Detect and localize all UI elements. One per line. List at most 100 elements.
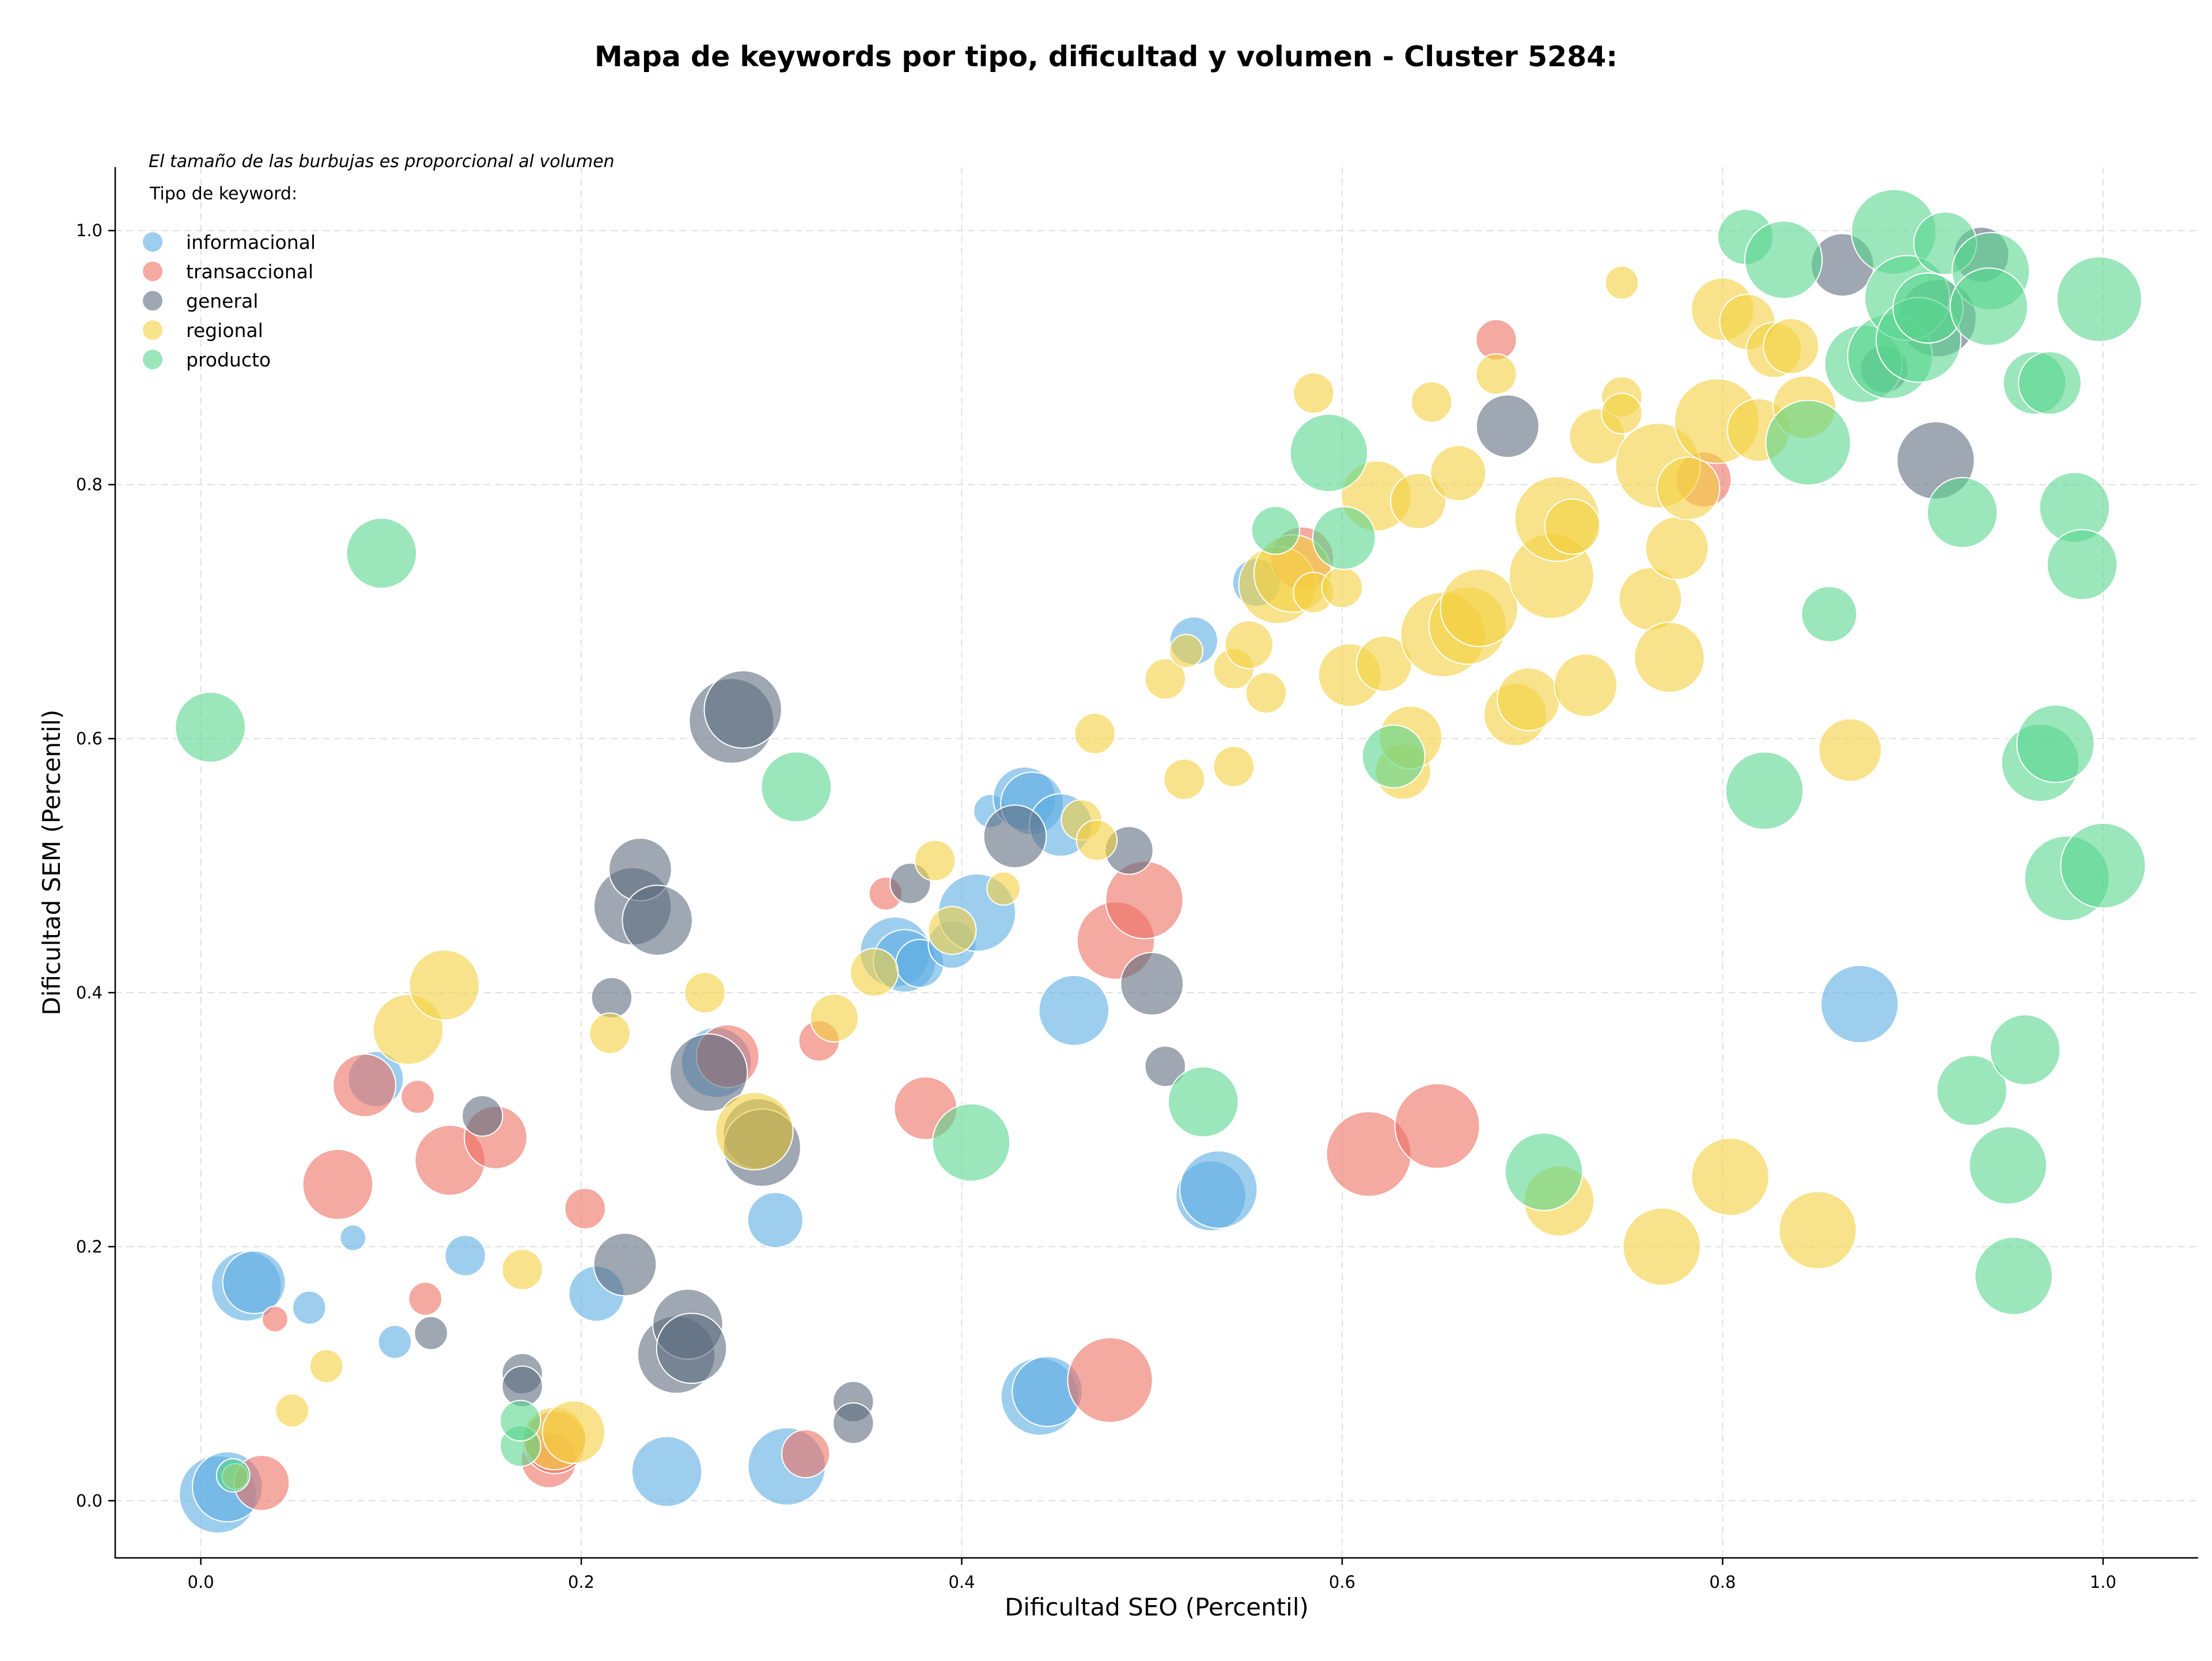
bubble-producto <box>2018 351 2082 415</box>
bubble-regional <box>1656 456 1721 521</box>
bubble-general <box>983 804 1047 869</box>
bubble-informacional <box>1820 964 1899 1044</box>
bubble-producto <box>1765 399 1851 486</box>
bubble-transaccional <box>564 1187 606 1229</box>
legend-marker-general <box>143 291 162 311</box>
bubble-producto <box>175 691 246 763</box>
bubble-producto <box>499 1399 541 1442</box>
bubble-producto <box>1289 413 1369 493</box>
legend-label-transaccional: transaccional <box>186 260 313 283</box>
bubble-regional <box>1144 658 1187 700</box>
x-tick-label: 0.6 <box>1329 1572 1355 1592</box>
bubble-regional <box>1601 392 1643 434</box>
bubble-regional <box>1475 353 1517 395</box>
bubble-producto <box>1504 1132 1584 1212</box>
bubble-regional <box>541 1400 606 1465</box>
bubble-producto <box>1168 1066 1239 1138</box>
bubble-regional <box>986 871 1021 906</box>
bubble-informacional <box>222 1250 286 1315</box>
x-tick-label: 0.0 <box>188 1572 214 1592</box>
bubble-producto <box>1936 1054 2008 1126</box>
bubble-regional <box>1321 566 1363 608</box>
bubble-general <box>832 1402 874 1444</box>
y-tick-label: 0.8 <box>76 475 103 494</box>
legend-label-regional: regional <box>186 319 263 342</box>
legend-label-producto: producto <box>186 349 271 371</box>
bubble-producto <box>2056 256 2142 342</box>
legend-marker-transaccional <box>143 262 162 281</box>
bubble-transaccional <box>408 1281 443 1316</box>
bubble-transaccional <box>332 1053 396 1118</box>
bubble-general <box>703 670 782 749</box>
x-tick-label: 0.2 <box>568 1572 594 1592</box>
bubble-regional <box>1622 1207 1701 1287</box>
bubble-regional <box>684 971 726 1014</box>
legend-marker-producto <box>143 350 162 369</box>
bubble-transaccional <box>400 1079 435 1114</box>
bubble-producto <box>215 1458 251 1493</box>
bubble-general <box>593 1232 657 1297</box>
bubble-informacional <box>1038 975 1110 1046</box>
bubble-regional <box>1691 1137 1770 1216</box>
bubble-regional <box>1604 265 1639 300</box>
legend-title: Tipo de keyword: <box>149 184 297 204</box>
bubble-producto <box>2046 529 2118 600</box>
bubble-regional <box>1169 634 1203 668</box>
bubble-regional <box>1497 667 1560 732</box>
bubble-regional <box>1224 620 1274 669</box>
bubble-general <box>1475 394 1540 459</box>
bubble-transaccional <box>1067 1337 1153 1423</box>
x-axis-ticks: 0.0 0.2 0.4 0.6 0.8 1.0 <box>188 1558 2116 1592</box>
bubble-regional <box>1390 472 1447 529</box>
bubble-regional <box>809 993 859 1043</box>
bubble-informacional <box>292 1290 327 1325</box>
bubble-regional <box>715 1092 794 1171</box>
chart-title: Mapa de keywords por tipo, dificultad y … <box>594 40 1618 73</box>
bubble-general <box>461 1095 503 1137</box>
bubble-regional <box>275 1393 309 1428</box>
bubble-regional <box>1554 653 1618 717</box>
bubble-transaccional <box>261 1306 289 1333</box>
y-tick-label: 1.0 <box>76 221 103 240</box>
bubble-regional <box>1544 498 1601 555</box>
legend-label-informacional: informacional <box>186 231 316 253</box>
y-tick-label: 0.0 <box>76 1491 103 1511</box>
bubble-producto <box>2060 822 2146 909</box>
bubble-informacional <box>631 1436 703 1507</box>
legend: informacional transaccional general regiona… <box>143 231 316 371</box>
x-tick-label: 0.8 <box>1709 1572 1736 1592</box>
bubble-transaccional <box>302 1149 374 1220</box>
x-tick-label: 1.0 <box>2090 1572 2116 1592</box>
bubble-regional <box>1074 713 1116 755</box>
bubble-regional <box>1645 516 1709 580</box>
x-axis-label: Dificultad SEO (Percentil) <box>1005 1593 1309 1621</box>
y-axis-ticks: 0.0 0.2 0.4 0.6 0.8 1.0 <box>76 221 115 1511</box>
bubble-regional <box>309 1349 344 1383</box>
bubble-producto <box>1251 505 1300 555</box>
bubble-regional <box>1634 622 1705 693</box>
bubble-producto <box>1744 220 1823 300</box>
bubble-regional <box>1075 819 1118 861</box>
bubble-producto <box>760 751 832 823</box>
y-tick-label: 0.4 <box>76 983 103 1002</box>
bubble-general <box>656 1312 728 1384</box>
bubble-transaccional <box>781 1429 831 1478</box>
bubble-producto <box>1989 1014 2061 1085</box>
legend-marker-regional <box>143 320 162 340</box>
bubbles <box>175 188 2146 1534</box>
bubble-general <box>1144 1045 1187 1088</box>
bubble-regional <box>914 839 956 881</box>
bubble-producto <box>1801 586 1858 643</box>
bubble-size-note: El tamaño de las burbujas es proporciona… <box>149 152 615 172</box>
y-tick-label: 0.2 <box>76 1237 103 1257</box>
bubble-producto <box>1974 1236 2053 1315</box>
bubble-transaccional <box>1394 1083 1480 1170</box>
bubble-producto <box>346 517 418 589</box>
bubble-informacional <box>1179 1150 1258 1229</box>
bubble-regional <box>1293 372 1335 414</box>
bubble-regional <box>1440 568 1518 648</box>
bubble-producto <box>1968 1126 2047 1205</box>
bubble-regional <box>1213 746 1255 788</box>
bubble-informacional <box>339 1224 367 1251</box>
